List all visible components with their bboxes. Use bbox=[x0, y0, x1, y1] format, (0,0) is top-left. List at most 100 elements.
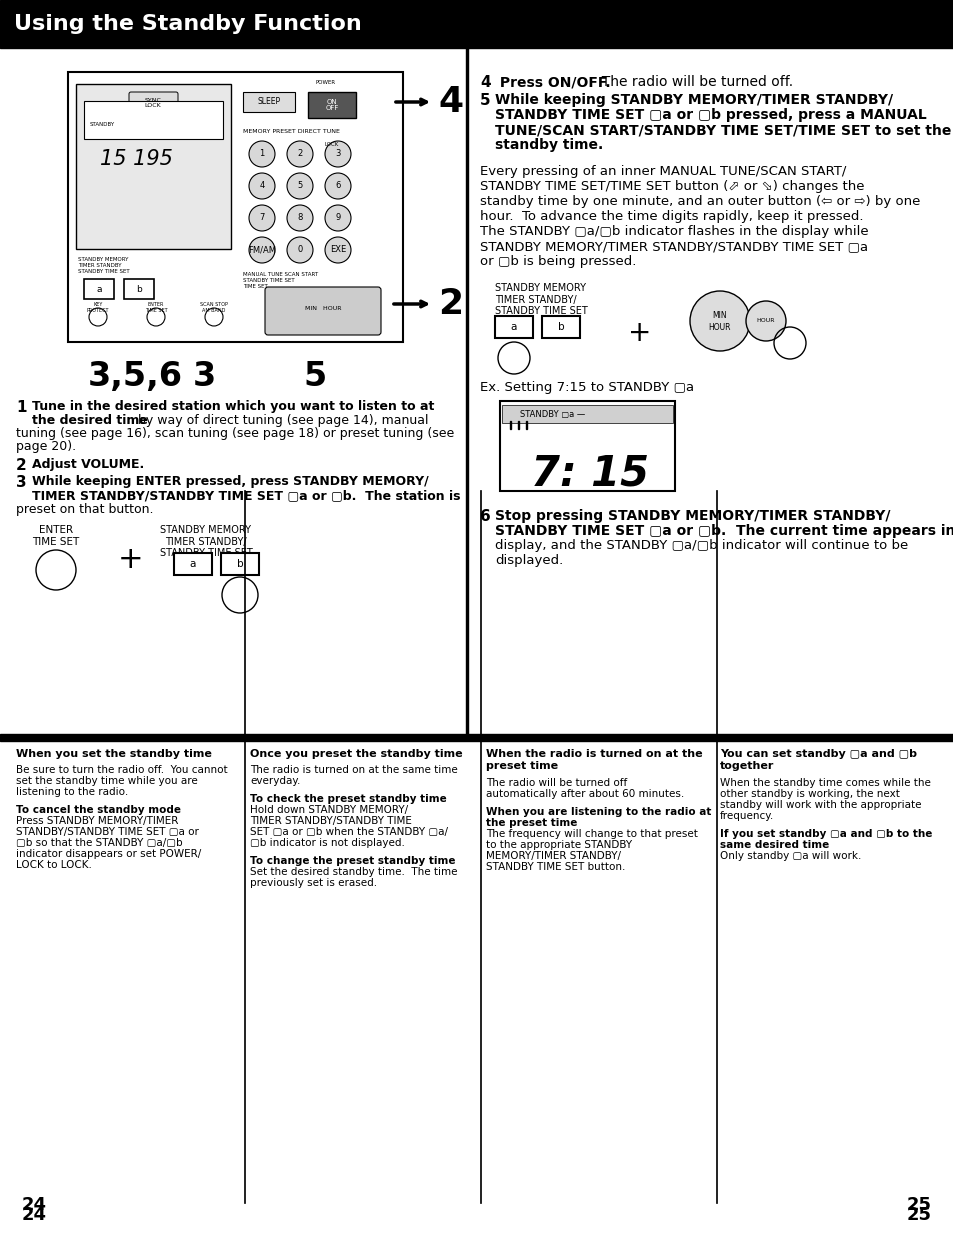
Text: SET ▢a or ▢b when the STANDBY ▢a/: SET ▢a or ▢b when the STANDBY ▢a/ bbox=[250, 827, 448, 837]
Circle shape bbox=[689, 291, 749, 351]
Text: automatically after about 60 minutes.: automatically after about 60 minutes. bbox=[485, 789, 683, 799]
Text: 1: 1 bbox=[16, 399, 27, 416]
Text: everyday.: everyday. bbox=[250, 776, 300, 785]
Bar bbox=[479, 490, 480, 1203]
Text: or ▢b is being pressed.: or ▢b is being pressed. bbox=[479, 255, 636, 268]
Text: TIMER STANDBY/STANDBY TIME SET ▢a or ▢b.  The station is: TIMER STANDBY/STANDBY TIME SET ▢a or ▢b.… bbox=[32, 490, 460, 502]
Bar bbox=[84, 101, 223, 139]
Text: The STANDBY ▢a/▢b indicator flashes in the display while: The STANDBY ▢a/▢b indicator flashes in t… bbox=[479, 224, 868, 238]
Text: STANDBY MEMORY
TIMER STANDBY
STANDBY TIME SET: STANDBY MEMORY TIMER STANDBY STANDBY TIM… bbox=[78, 256, 130, 274]
Text: When you are listening to the radio at: When you are listening to the radio at bbox=[485, 808, 711, 817]
Bar bbox=[495, 316, 533, 338]
Text: ▢b indicator is not displayed.: ▢b indicator is not displayed. bbox=[250, 838, 404, 848]
Text: To change the preset standby time: To change the preset standby time bbox=[250, 856, 455, 866]
Text: +: + bbox=[118, 545, 144, 575]
Circle shape bbox=[249, 141, 274, 166]
Text: While keeping STANDBY MEMORY/TIMER STANDBY/: While keeping STANDBY MEMORY/TIMER STAND… bbox=[495, 92, 892, 107]
Text: display, and the STANDBY ▢a/▢b indicator will continue to be: display, and the STANDBY ▢a/▢b indicator… bbox=[495, 539, 907, 552]
Bar bbox=[84, 279, 113, 298]
Text: the preset time: the preset time bbox=[485, 817, 577, 829]
Circle shape bbox=[249, 237, 274, 263]
Text: frequency.: frequency. bbox=[720, 811, 774, 821]
Text: Hold down STANDBY MEMORY/: Hold down STANDBY MEMORY/ bbox=[250, 805, 408, 815]
Bar bbox=[308, 92, 355, 118]
Circle shape bbox=[249, 205, 274, 231]
Text: TUNE O: TUNE O bbox=[91, 101, 117, 107]
Text: 6: 6 bbox=[479, 509, 490, 524]
Text: 4: 4 bbox=[479, 75, 490, 90]
Text: HOUR: HOUR bbox=[756, 318, 775, 323]
Text: 4: 4 bbox=[259, 181, 264, 191]
Circle shape bbox=[325, 205, 351, 231]
Text: The radio will be turned off: The radio will be turned off bbox=[485, 778, 626, 788]
Text: Only standby ▢a will work.: Only standby ▢a will work. bbox=[720, 851, 861, 861]
Text: Press ON/OFF.: Press ON/OFF. bbox=[495, 75, 610, 89]
Text: Tune in the desired station which you want to listen to at: Tune in the desired station which you wa… bbox=[32, 399, 434, 413]
Text: STANDBY TIME SET button.: STANDBY TIME SET button. bbox=[485, 862, 625, 872]
Text: The frequency will change to that preset: The frequency will change to that preset bbox=[485, 829, 698, 838]
Text: 5: 5 bbox=[303, 360, 326, 393]
Text: Using the Standby Function: Using the Standby Function bbox=[14, 14, 361, 35]
Text: hour.  To advance the time digits rapidly, keep it pressed.: hour. To advance the time digits rapidly… bbox=[479, 210, 862, 223]
Text: 6: 6 bbox=[335, 181, 340, 191]
Bar bbox=[716, 490, 717, 1203]
Text: Be sure to turn the radio off.  You cannot: Be sure to turn the radio off. You canno… bbox=[16, 764, 228, 776]
Bar bbox=[76, 84, 231, 249]
Text: 15 195: 15 195 bbox=[99, 149, 172, 169]
Text: preset on that button.: preset on that button. bbox=[16, 503, 153, 515]
Text: TIMER STANDBY/STANDBY TIME: TIMER STANDBY/STANDBY TIME bbox=[250, 816, 412, 826]
Text: MANUAL TUNE SCAN START
STANDBY TIME SET
TIME SET: MANUAL TUNE SCAN START STANDBY TIME SET … bbox=[243, 272, 317, 289]
Text: a: a bbox=[96, 285, 102, 293]
Text: 2: 2 bbox=[297, 149, 302, 159]
Text: Set the desired standby time.  The time: Set the desired standby time. The time bbox=[250, 867, 457, 877]
Circle shape bbox=[287, 141, 313, 166]
Text: HOUR: HOUR bbox=[708, 323, 731, 332]
Text: standby time.: standby time. bbox=[495, 138, 602, 152]
Circle shape bbox=[89, 308, 107, 326]
Text: SCAN STOP
AM BAND: SCAN STOP AM BAND bbox=[200, 302, 228, 313]
Circle shape bbox=[325, 141, 351, 166]
Text: 5: 5 bbox=[479, 92, 490, 109]
Text: KEY
PROTECT: KEY PROTECT bbox=[87, 302, 110, 313]
Text: previously set is erased.: previously set is erased. bbox=[250, 878, 376, 888]
Text: b: b bbox=[136, 285, 142, 293]
Text: MEMORY PRESET DIRECT TUNE: MEMORY PRESET DIRECT TUNE bbox=[243, 129, 339, 134]
Text: to the appropriate STANDBY: to the appropriate STANDBY bbox=[485, 840, 632, 850]
Text: 3,5,6: 3,5,6 bbox=[88, 360, 183, 393]
Bar bbox=[243, 92, 294, 112]
Text: MIN: MIN bbox=[712, 311, 726, 319]
Text: Press STANDBY MEMORY/TIMER: Press STANDBY MEMORY/TIMER bbox=[16, 816, 178, 826]
Bar bbox=[124, 279, 153, 298]
Text: STANDBY TIME SET/TIME SET button (⬀ or ⬂) changes the: STANDBY TIME SET/TIME SET button (⬀ or ⬂… bbox=[479, 180, 863, 194]
Text: 1: 1 bbox=[259, 149, 264, 159]
Bar bbox=[244, 490, 245, 1203]
Text: STANDBY TIME SET ▢a or ▢b pressed, press a MANUAL: STANDBY TIME SET ▢a or ▢b pressed, press… bbox=[495, 109, 925, 122]
Circle shape bbox=[287, 205, 313, 231]
Text: b: b bbox=[236, 559, 243, 568]
Text: standby time by one minute, and an outer button (⇦ or ⇨) by one: standby time by one minute, and an outer… bbox=[479, 195, 920, 208]
Circle shape bbox=[147, 308, 165, 326]
Text: MEMORY/TIMER STANDBY/: MEMORY/TIMER STANDBY/ bbox=[485, 851, 620, 861]
Text: The radio is turned on at the same time: The radio is turned on at the same time bbox=[250, 764, 457, 776]
Text: indicator disappears or set POWER/: indicator disappears or set POWER/ bbox=[16, 850, 201, 859]
Text: b: b bbox=[558, 322, 564, 332]
Text: EXE: EXE bbox=[330, 245, 346, 254]
Circle shape bbox=[325, 237, 351, 263]
Text: STANDBY/STANDBY TIME SET ▢a or: STANDBY/STANDBY TIME SET ▢a or bbox=[16, 827, 198, 837]
Text: SYNC
LOCK: SYNC LOCK bbox=[145, 97, 161, 109]
Circle shape bbox=[325, 173, 351, 199]
Text: ENTER
TIME SET: ENTER TIME SET bbox=[32, 525, 79, 546]
Text: LOCK to LOCK.: LOCK to LOCK. bbox=[16, 859, 91, 870]
Text: STANDBY ▢a —: STANDBY ▢a — bbox=[519, 409, 584, 418]
FancyBboxPatch shape bbox=[129, 92, 178, 113]
Bar bbox=[173, 552, 212, 575]
Text: a: a bbox=[510, 322, 517, 332]
Text: To check the preset standby time: To check the preset standby time bbox=[250, 794, 446, 804]
Text: STANDBY MEMORY/TIMER STANDBY/STANDBY TIME SET ▢a: STANDBY MEMORY/TIMER STANDBY/STANDBY TIM… bbox=[479, 240, 867, 253]
Text: STANDBY MEMORY
TIMER STANDBY/
STANDBY TIME SET: STANDBY MEMORY TIMER STANDBY/ STANDBY TI… bbox=[495, 284, 587, 316]
Text: 25: 25 bbox=[906, 1196, 931, 1215]
Text: STANDBY TIME SET ▢a or ▢b.  The current time appears in the: STANDBY TIME SET ▢a or ▢b. The current t… bbox=[495, 524, 953, 538]
Text: 9: 9 bbox=[335, 213, 340, 222]
Circle shape bbox=[249, 173, 274, 199]
Text: 0: 0 bbox=[297, 245, 302, 254]
